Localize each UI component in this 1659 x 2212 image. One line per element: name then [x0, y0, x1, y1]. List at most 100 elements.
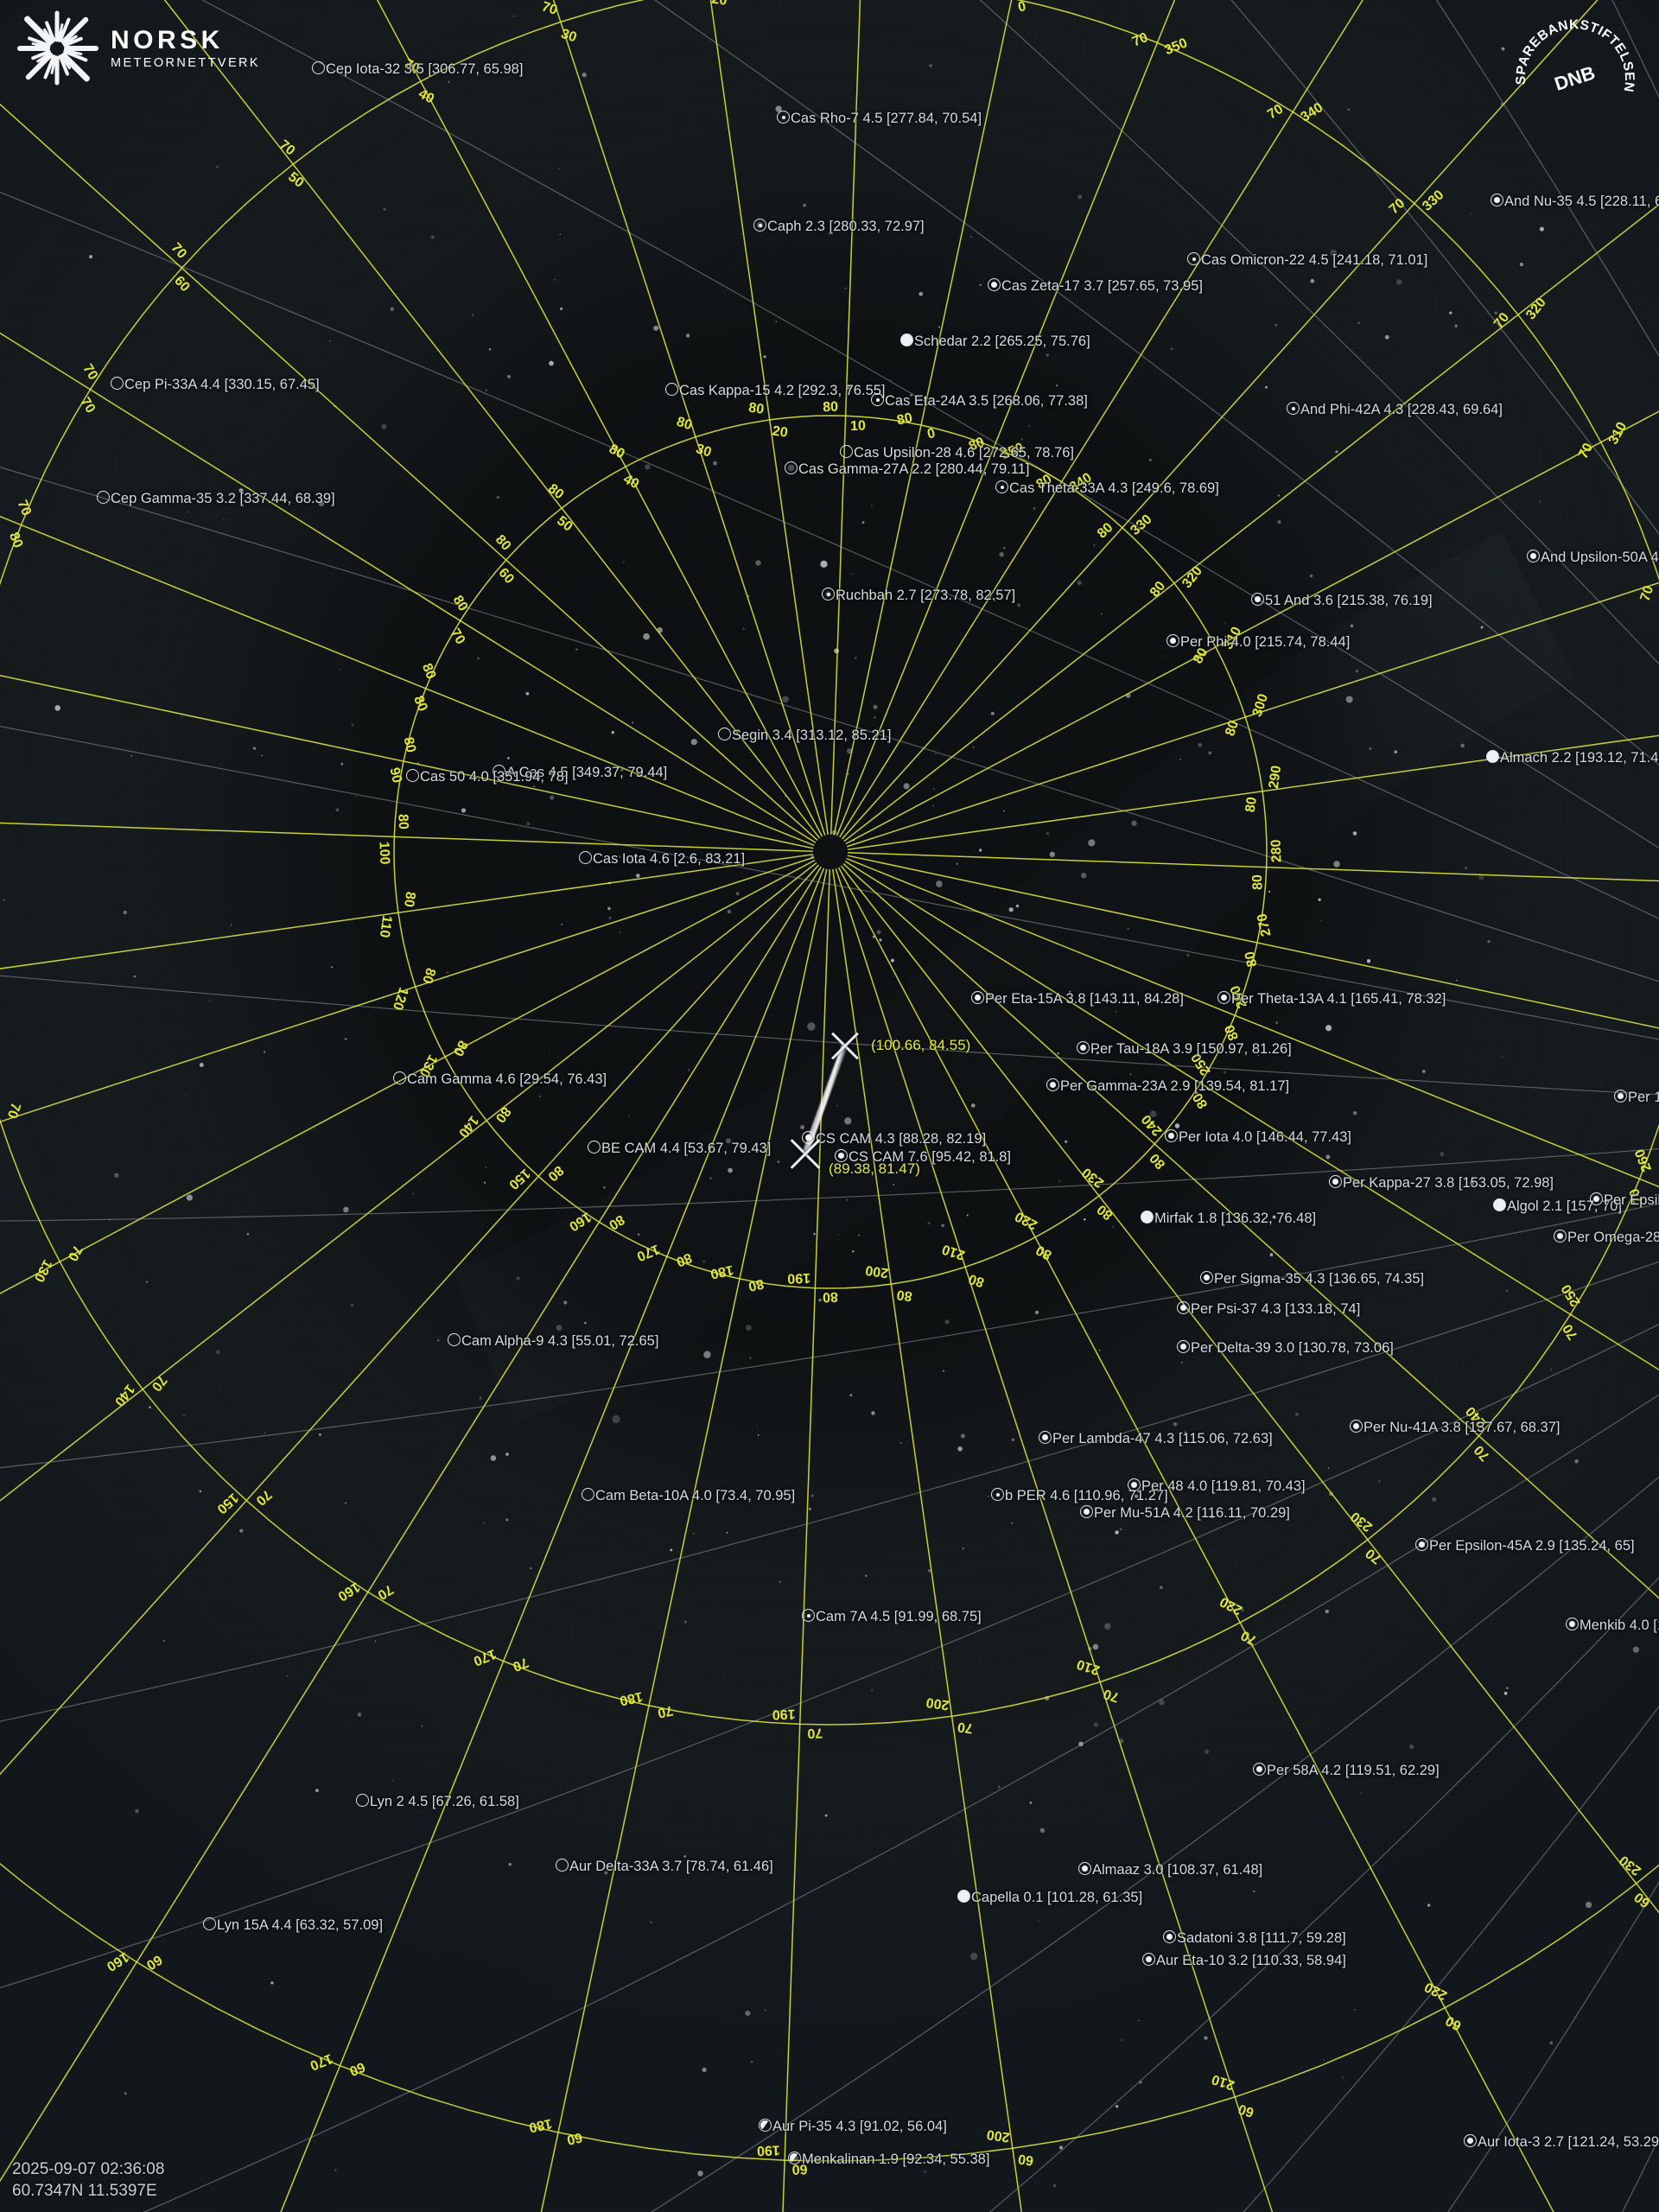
svg-text:70: 70: [65, 1243, 85, 1263]
star-marker: [1165, 1129, 1178, 1142]
star-marker: [1415, 1538, 1428, 1551]
svg-text:40: 40: [620, 472, 641, 492]
svg-text:60: 60: [791, 2161, 807, 2177]
svg-text:310: 310: [1221, 625, 1245, 652]
svg-text:80: 80: [967, 1271, 986, 1290]
svg-text:210: 210: [1075, 1656, 1102, 1677]
meteor-end-marker: [785, 1133, 825, 1173]
star-marker: [588, 1141, 601, 1154]
star-marker: [1554, 1230, 1567, 1243]
svg-text:220: 220: [1217, 1593, 1245, 1618]
svg-text:80: 80: [1243, 950, 1260, 968]
svg-text:80: 80: [1191, 1090, 1211, 1111]
star-marker: [1464, 2134, 1477, 2147]
svg-text:340: 340: [1299, 100, 1326, 125]
svg-text:10: 10: [850, 419, 866, 435]
svg-text:80: 80: [1223, 1022, 1242, 1042]
star-marker: [203, 1917, 216, 1930]
star-marker: [1046, 1078, 1059, 1091]
svg-text:200: 200: [986, 2126, 1011, 2145]
svg-text:320: 320: [1523, 296, 1549, 323]
star-marker: [665, 383, 678, 396]
svg-text:70: 70: [957, 1719, 974, 1735]
star-marker: [356, 1794, 369, 1807]
svg-text:70: 70: [1265, 102, 1286, 123]
svg-text:80: 80: [674, 1249, 694, 1268]
star-marker: [1039, 1431, 1052, 1444]
star-marker: [1253, 1763, 1266, 1776]
svg-text:160: 160: [335, 1579, 363, 1604]
svg-text:80: 80: [1191, 645, 1211, 666]
svg-text:70: 70: [1102, 1686, 1121, 1705]
star-marker: [1177, 1301, 1190, 1314]
svg-text:260: 260: [1228, 983, 1250, 1010]
star-marker: [759, 2119, 772, 2132]
svg-text:230: 230: [1079, 1165, 1107, 1191]
svg-text:70: 70: [511, 1655, 531, 1674]
sponsor-center-text: DNB: [1552, 61, 1598, 95]
svg-text:80: 80: [419, 966, 438, 985]
svg-text:90: 90: [387, 766, 404, 785]
svg-text:330: 330: [1420, 188, 1446, 214]
star-marker: [1077, 1041, 1090, 1054]
star-marker: [822, 588, 835, 601]
star-marker: [971, 991, 984, 1004]
svg-text:70: 70: [1627, 1186, 1646, 1206]
svg-text:80: 80: [545, 481, 567, 502]
svg-text:300: 300: [1250, 692, 1271, 719]
svg-text:70: 70: [1491, 310, 1512, 332]
svg-text:130: 130: [31, 1257, 55, 1285]
svg-text:80: 80: [401, 891, 417, 908]
norsk-meteornettverk-logo: NORSK METEORNETTVERK: [16, 7, 260, 90]
svg-text:60: 60: [1631, 1889, 1653, 1910]
svg-text:70: 70: [1130, 30, 1150, 49]
star-marker: [1287, 402, 1300, 415]
star-marker: [1166, 634, 1179, 647]
svg-text:80: 80: [606, 1211, 626, 1232]
svg-text:150: 150: [214, 1490, 241, 1516]
svg-text:230: 230: [1617, 1853, 1644, 1878]
star-marker: [579, 851, 592, 864]
svg-text:80: 80: [1147, 579, 1168, 601]
svg-text:80: 80: [675, 415, 694, 434]
svg-text:60: 60: [347, 2059, 367, 2078]
star-marker: [900, 334, 913, 346]
star-marker: [1350, 1420, 1363, 1433]
svg-text:320: 320: [1179, 563, 1205, 591]
star-marker: [312, 61, 325, 74]
star-marker: [1491, 194, 1503, 207]
svg-text:30: 30: [694, 442, 713, 461]
svg-text:70: 70: [540, 0, 559, 18]
star-marker: [1128, 1478, 1141, 1491]
svg-text:70: 70: [4, 1101, 23, 1120]
svg-text:60: 60: [565, 2129, 583, 2146]
svg-text:70: 70: [807, 1726, 823, 1741]
star-marker: [835, 1149, 848, 1162]
meteor-start-marker: [827, 1027, 863, 1063]
svg-text:200: 200: [925, 1694, 950, 1713]
svg-text:250: 250: [1189, 1051, 1214, 1078]
star-marker: [1217, 991, 1230, 1004]
star-marker: [1200, 1271, 1213, 1284]
star-marker: [1163, 1930, 1176, 1943]
svg-text:80: 80: [1250, 874, 1266, 890]
star-marker: [995, 480, 1008, 493]
svg-text:120: 120: [390, 985, 410, 1012]
svg-text:50: 50: [554, 513, 575, 534]
sparebankstiftelsen-dnb-logo: SPAREBANKSTIFTELSEN DNB: [1510, 5, 1640, 135]
capture-location: 60.7347N 11.5397E: [12, 2181, 157, 2200]
star-marker: [493, 765, 505, 778]
svg-text:70: 70: [375, 1581, 396, 1602]
star-marker: [1251, 593, 1264, 606]
svg-text:290: 290: [1267, 765, 1285, 790]
svg-text:150: 150: [505, 1166, 532, 1192]
star-marker: [1486, 750, 1499, 763]
svg-text:70: 70: [1363, 1545, 1384, 1566]
svg-text:140: 140: [455, 1113, 481, 1141]
star-marker: [785, 461, 798, 474]
svg-text:80: 80: [823, 400, 838, 416]
svg-text:80: 80: [401, 736, 418, 754]
svg-text:80: 80: [395, 814, 410, 830]
star-marker: [1329, 1175, 1342, 1188]
